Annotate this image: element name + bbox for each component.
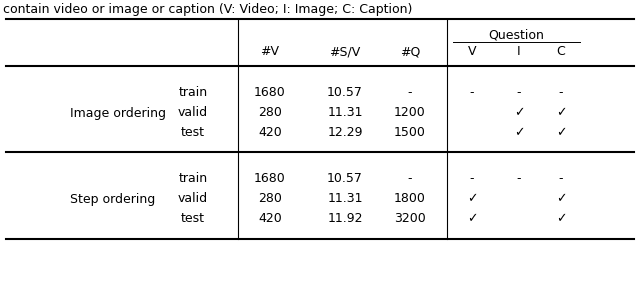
Text: -: - — [559, 86, 563, 100]
Text: 1200: 1200 — [394, 106, 426, 120]
Text: 11.31: 11.31 — [327, 106, 363, 120]
Text: -: - — [408, 86, 412, 100]
Text: -: - — [408, 172, 412, 186]
Text: 12.29: 12.29 — [327, 126, 363, 140]
Text: 1800: 1800 — [394, 192, 426, 206]
Text: #Q: #Q — [400, 45, 420, 59]
Text: test: test — [181, 126, 205, 140]
Text: -: - — [516, 86, 521, 100]
Text: ✓: ✓ — [556, 126, 566, 140]
Text: 280: 280 — [258, 106, 282, 120]
Text: ✓: ✓ — [467, 212, 477, 225]
Text: 11.31: 11.31 — [327, 192, 363, 206]
Text: valid: valid — [178, 192, 208, 206]
Text: ✓: ✓ — [556, 212, 566, 225]
Text: 1680: 1680 — [254, 172, 286, 186]
Text: 3200: 3200 — [394, 212, 426, 225]
Text: V: V — [468, 45, 476, 59]
Text: 10.57: 10.57 — [327, 86, 363, 100]
Text: #S/V: #S/V — [330, 45, 360, 59]
Text: train: train — [179, 172, 207, 186]
Text: -: - — [470, 172, 474, 186]
Text: ✓: ✓ — [514, 126, 524, 140]
Text: 11.92: 11.92 — [327, 212, 363, 225]
Text: contain video or image or caption (V: Video; I: Image; C: Caption): contain video or image or caption (V: Vi… — [3, 3, 412, 15]
Text: Step ordering: Step ordering — [70, 192, 156, 206]
Text: -: - — [559, 172, 563, 186]
Text: 420: 420 — [258, 212, 282, 225]
Text: -: - — [516, 172, 521, 186]
Text: 1680: 1680 — [254, 86, 286, 100]
Text: Question: Question — [488, 29, 545, 41]
Text: 420: 420 — [258, 126, 282, 140]
Text: 1500: 1500 — [394, 126, 426, 140]
Text: I: I — [517, 45, 521, 59]
Text: ✓: ✓ — [556, 106, 566, 120]
Text: test: test — [181, 212, 205, 225]
Text: -: - — [470, 86, 474, 100]
Text: ✓: ✓ — [514, 106, 524, 120]
Text: C: C — [557, 45, 565, 59]
Text: ✓: ✓ — [556, 192, 566, 206]
Text: 10.57: 10.57 — [327, 172, 363, 186]
Text: Image ordering: Image ordering — [70, 106, 166, 120]
Text: train: train — [179, 86, 207, 100]
Text: ✓: ✓ — [467, 192, 477, 206]
Text: #V: #V — [260, 45, 280, 59]
Text: valid: valid — [178, 106, 208, 120]
Text: 280: 280 — [258, 192, 282, 206]
